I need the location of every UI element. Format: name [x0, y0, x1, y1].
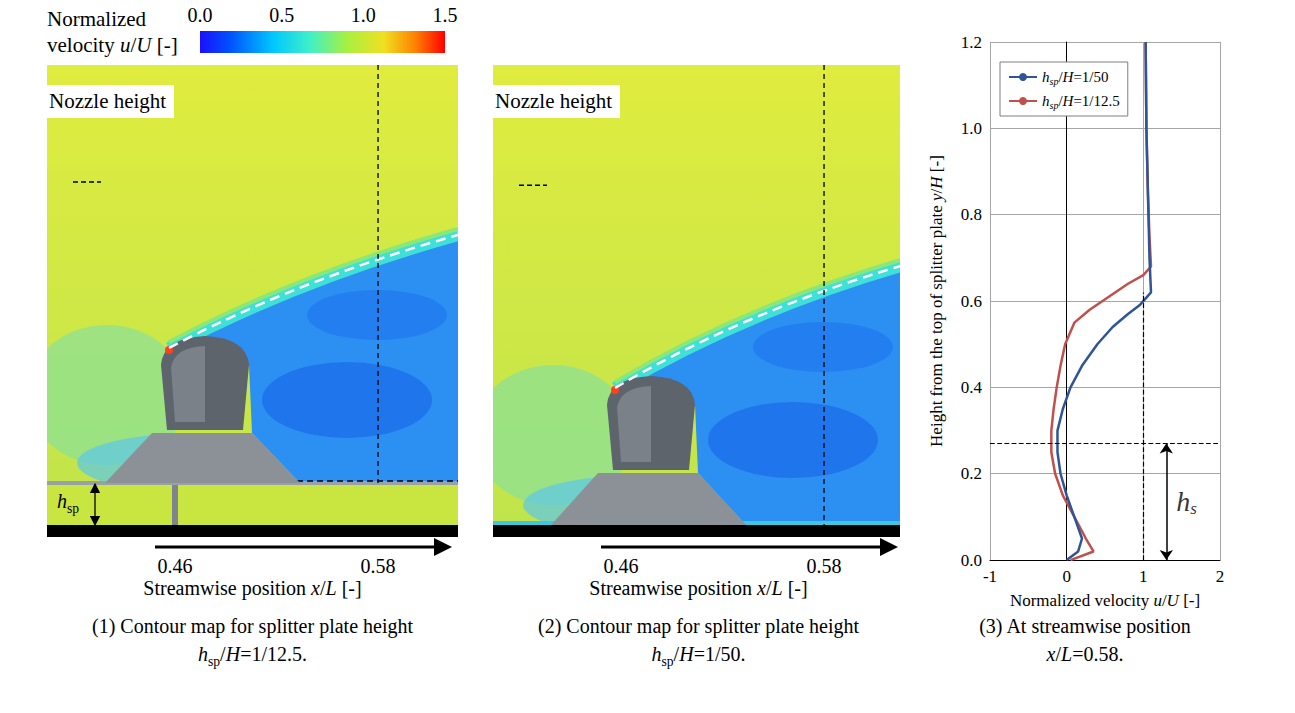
- html-text:1.5: 1.5: [432, 4, 458, 26]
- html-text:0.46: 0.46: [603, 555, 639, 577]
- svg-text:Normalized velocity: Normalized velocity: [1010, 591, 1154, 610]
- html-text:0.58: 0.58: [360, 555, 396, 577]
- html-text:hsp/ H =1/50.: hsp/ H =1/50.: [651, 643, 746, 669]
- svg-text:Height from the top of splitte: Height from the top of splitter plate: [927, 201, 946, 447]
- html-text:(2) Contour map for splitter p: (2) Contour map for splitter plate heigh…: [538, 615, 859, 637]
- svg-text:sp: sp: [1050, 100, 1059, 111]
- svg-text:h: h: [1042, 93, 1050, 109]
- svg-text:H: H: [926, 176, 946, 189]
- html-text:/ H: / H: [1058, 69, 1074, 85]
- svg-text:y: y: [927, 193, 946, 203]
- html-text:0.5: 0.5: [269, 4, 295, 26]
- svg-text:0.2: 0.2: [961, 464, 982, 483]
- html-text:(1) Contour map for splitter p: (1) Contour map for splitter plate heigh…: [92, 615, 413, 637]
- svg-text:h: h: [1042, 69, 1050, 85]
- html-text:0.58: 0.58: [806, 555, 842, 577]
- svg-text:2: 2: [1216, 567, 1225, 586]
- html-text:Streamwise position x / L [-]: Streamwise position x / L [-]: [589, 577, 808, 599]
- html-text:0.46: 0.46: [157, 555, 193, 577]
- svg-text:[-]: [-]: [927, 155, 946, 176]
- svg-text:1.2: 1.2: [961, 33, 982, 52]
- svg-text:1: 1: [1139, 567, 1148, 586]
- html-text:(3) At streamwise position: (3) At streamwise position: [979, 615, 1191, 637]
- svg-text:s: s: [1190, 499, 1197, 518]
- html-text:0.0: 0.0: [187, 4, 213, 26]
- svg-text:0.0: 0.0: [961, 551, 982, 570]
- svg-text:-1: -1: [983, 567, 997, 586]
- svg-text:0.4: 0.4: [961, 378, 983, 397]
- svg-text:0.8: 0.8: [961, 205, 982, 224]
- svg-text:0: 0: [1062, 567, 1071, 586]
- html-text:hsp: hsp: [57, 490, 80, 516]
- html-text:/ H: / H: [1058, 93, 1074, 109]
- svg-text:0.6: 0.6: [961, 292, 982, 311]
- svg-text:u: u: [1153, 591, 1162, 610]
- svg-text:=1/12.5: =1/12.5: [1073, 93, 1119, 109]
- html-text:x / L =0.58.: x / L =0.58.: [1046, 643, 1124, 665]
- svg-text:1.0: 1.0: [961, 119, 982, 138]
- html-text:1.0: 1.0: [350, 4, 376, 26]
- svg-text:=1/50: =1/50: [1073, 69, 1108, 85]
- html-text:Normalized velocity u / U [-]: Normalized velocity u / U [-]: [47, 7, 178, 57]
- html-text:/ U: / U: [1161, 590, 1179, 610]
- html-text:hsp/ H =1/12.5.: hsp/ H =1/12.5.: [198, 643, 307, 669]
- svg-text:h: h: [1176, 486, 1190, 517]
- svg-text:sp: sp: [1050, 76, 1059, 87]
- svg-text:[-]: [-]: [1179, 591, 1200, 610]
- html-text:Nozzle height: Nozzle height: [49, 89, 167, 113]
- html-text:Streamwise position x / L [-]: Streamwise position x / L [-]: [143, 577, 362, 599]
- html-text:Nozzle height: Nozzle height: [495, 89, 613, 113]
